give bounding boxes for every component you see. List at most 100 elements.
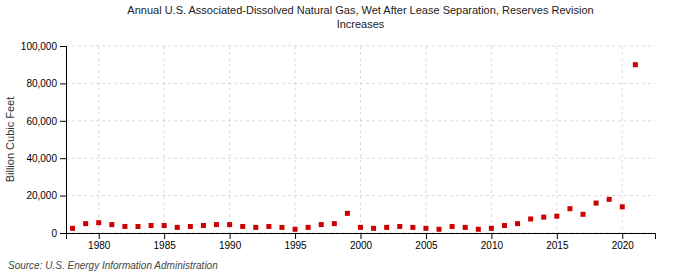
point: [149, 223, 154, 228]
point: [489, 226, 494, 231]
tick-label: 20,000: [26, 190, 57, 201]
tick-mark: [99, 233, 100, 239]
point: [96, 220, 101, 225]
points: [70, 62, 638, 232]
tick-label: 1980: [88, 240, 111, 251]
plot: 1980 1985 1990 1995 2000 2005 2010 2015 2020 0 20,…: [21, 41, 656, 251]
point: [607, 197, 612, 202]
grid-line: [229, 46, 230, 233]
point: [450, 224, 455, 229]
tick: 100,000: [21, 41, 66, 52]
point: [240, 224, 245, 229]
tick: 0: [51, 228, 66, 239]
tick-label: 1985: [154, 240, 177, 251]
tick-mark: [426, 233, 427, 239]
tick-mark: [230, 233, 231, 239]
chart: 1980 1985 1990 1995 2000 2005 2010 2015 2020 0 20,…: [0, 0, 675, 275]
point: [476, 227, 481, 232]
point: [201, 223, 206, 228]
title: Annual U.S. Associated-Dissolved Natural…: [127, 4, 593, 30]
point: [371, 226, 376, 231]
point: [319, 222, 324, 227]
tick-label: 40,000: [26, 153, 57, 164]
tick: 1980: [88, 233, 111, 251]
point: [253, 225, 258, 230]
y-axis: 0 20,000 40,000 60,000 80,000 100,000: [21, 41, 67, 239]
point: [397, 224, 402, 229]
tick-mark: [60, 233, 66, 234]
point: [293, 227, 298, 232]
tick-label: 2015: [546, 240, 569, 251]
grid: [66, 46, 655, 233]
tick: 40,000: [26, 153, 66, 164]
tick: 1990: [219, 233, 242, 251]
tick-mark: [361, 233, 362, 239]
point: [528, 216, 533, 221]
tick-label: 60,000: [26, 116, 57, 127]
tick-mark: [60, 46, 66, 47]
grid-line: [556, 46, 557, 233]
tick-mark: [60, 121, 66, 122]
point: [332, 221, 337, 226]
point: [410, 225, 415, 230]
tick-mark: [164, 233, 165, 239]
tick-label: 2020: [612, 240, 635, 251]
point: [633, 62, 638, 67]
point: [162, 223, 167, 228]
point: [515, 221, 520, 226]
tick: 20,000: [26, 190, 66, 201]
point: [122, 224, 127, 229]
tick-mark: [622, 233, 623, 239]
x-axis: 1980 1985 1990 1995 2000 2005 2010 2015 2020: [67, 233, 656, 251]
tick-mark: [60, 196, 66, 197]
tick-label: 80,000: [26, 78, 57, 89]
tick: 2005: [415, 233, 438, 251]
tick-label: 2005: [415, 240, 438, 251]
annotation: Source: U.S. Energy Information Administ…: [8, 260, 218, 271]
tick-mark: [60, 158, 66, 159]
point: [135, 224, 140, 229]
point: [384, 225, 389, 230]
axis-line: [67, 234, 656, 240]
grid-line: [66, 83, 655, 84]
tick: 80,000: [26, 78, 66, 89]
grid-line: [66, 195, 655, 196]
tick: 60,000: [26, 116, 66, 127]
point: [554, 214, 559, 219]
point: [70, 226, 75, 231]
point: [437, 227, 442, 232]
tick: 1995: [284, 233, 307, 251]
grid-line: [66, 46, 655, 47]
grid-line: [66, 120, 655, 121]
tick-label: 1995: [284, 240, 307, 251]
tick: 2010: [481, 233, 504, 251]
point: [279, 225, 284, 230]
grid-line: [360, 46, 361, 233]
point: [109, 222, 114, 227]
point: [345, 211, 350, 216]
point: [567, 206, 572, 211]
point: [266, 224, 271, 229]
tick: 2015: [546, 233, 569, 251]
tick: 1985: [154, 233, 177, 251]
point: [502, 223, 507, 228]
tick-label: 0: [51, 228, 57, 239]
grid-line: [66, 158, 655, 159]
point: [541, 215, 546, 220]
tick-mark: [295, 233, 296, 239]
point: [83, 221, 88, 226]
point: [214, 222, 219, 227]
tick-mark: [60, 83, 66, 84]
tick-label: 100,000: [21, 41, 58, 52]
point: [358, 225, 363, 230]
tick-label: 2010: [481, 240, 504, 251]
point: [188, 224, 193, 229]
point: [175, 225, 180, 230]
point: [227, 222, 232, 227]
grid-line: [295, 46, 296, 233]
point: [620, 204, 625, 209]
grid-line: [491, 46, 492, 233]
tick-mark: [491, 233, 492, 239]
tick-label: 2000: [350, 240, 373, 251]
point: [463, 225, 468, 230]
